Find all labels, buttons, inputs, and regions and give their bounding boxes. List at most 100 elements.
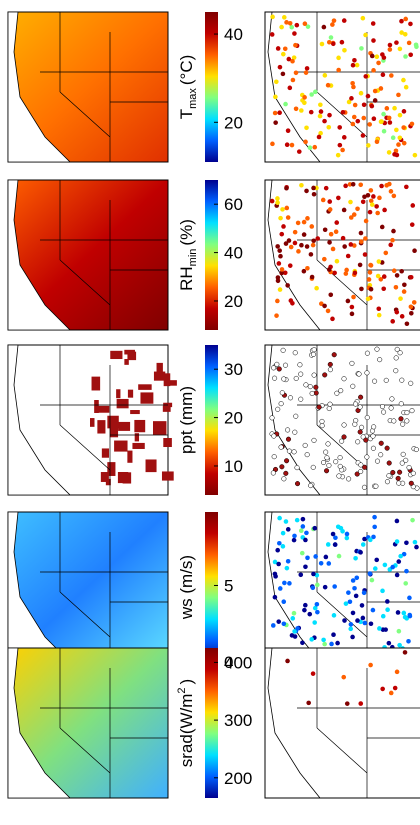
station xyxy=(299,242,304,248)
station xyxy=(398,401,404,407)
station xyxy=(370,433,376,439)
station xyxy=(328,35,334,40)
station xyxy=(298,396,304,402)
station xyxy=(346,590,351,595)
station xyxy=(372,524,377,530)
precip-blob xyxy=(118,421,131,431)
station xyxy=(274,361,280,367)
station xyxy=(398,553,403,559)
station xyxy=(349,360,355,366)
station xyxy=(295,626,300,631)
station xyxy=(394,539,400,544)
station xyxy=(308,483,314,489)
station xyxy=(316,134,322,140)
precip-blob xyxy=(164,380,177,386)
station xyxy=(321,24,327,30)
station xyxy=(369,577,375,583)
station xyxy=(360,15,366,21)
station xyxy=(303,70,309,75)
station xyxy=(352,102,358,108)
station xyxy=(386,460,392,466)
precip-blob xyxy=(109,426,119,438)
station xyxy=(304,188,309,194)
station xyxy=(276,561,281,567)
precip-blob xyxy=(105,478,111,486)
station xyxy=(301,232,307,237)
station xyxy=(370,445,376,451)
station xyxy=(309,274,315,280)
station xyxy=(399,460,405,466)
station xyxy=(278,444,284,450)
precip-blob xyxy=(101,448,110,458)
station xyxy=(384,479,390,485)
station xyxy=(410,470,416,476)
station xyxy=(401,289,407,294)
station xyxy=(279,24,284,30)
map-fill xyxy=(264,344,420,496)
station xyxy=(379,119,384,124)
station xyxy=(278,253,283,259)
station xyxy=(332,584,337,589)
station xyxy=(276,366,282,372)
station xyxy=(350,121,356,127)
station xyxy=(382,562,388,568)
station xyxy=(363,32,368,38)
station xyxy=(325,441,331,447)
station xyxy=(304,452,310,458)
station xyxy=(328,231,334,237)
station xyxy=(374,346,380,352)
station xyxy=(277,64,283,70)
station xyxy=(352,421,358,427)
station xyxy=(301,219,307,225)
station xyxy=(294,517,300,523)
station xyxy=(330,531,336,537)
colorbar-tick-label: 60 xyxy=(224,195,243,214)
station xyxy=(300,524,306,529)
station xyxy=(277,540,282,546)
station xyxy=(347,599,353,605)
station xyxy=(326,124,332,130)
station xyxy=(302,442,308,448)
station xyxy=(396,559,402,564)
station xyxy=(348,622,354,627)
station xyxy=(283,519,289,524)
precip-blob xyxy=(134,433,140,442)
station xyxy=(307,384,313,390)
station xyxy=(390,237,395,243)
station xyxy=(359,424,365,430)
station xyxy=(315,582,320,588)
station xyxy=(338,525,344,531)
station xyxy=(349,311,355,317)
station xyxy=(369,53,375,59)
station xyxy=(347,182,353,187)
station xyxy=(303,564,308,570)
station xyxy=(341,207,347,213)
station xyxy=(278,215,283,221)
station xyxy=(285,215,291,220)
station xyxy=(292,634,298,639)
station xyxy=(368,198,374,204)
station xyxy=(294,22,300,28)
station xyxy=(377,626,382,631)
station xyxy=(311,238,316,244)
station xyxy=(271,365,277,371)
station xyxy=(348,215,354,220)
station xyxy=(297,362,303,368)
station xyxy=(269,32,275,37)
station xyxy=(341,434,347,440)
station xyxy=(292,240,298,246)
station xyxy=(282,362,289,368)
gridded-map xyxy=(7,11,169,163)
gridded-map xyxy=(7,344,177,496)
station xyxy=(327,361,333,367)
station xyxy=(376,306,382,312)
station xyxy=(401,125,406,130)
station xyxy=(339,438,345,444)
station xyxy=(287,395,294,401)
station xyxy=(402,32,408,37)
station xyxy=(327,240,332,245)
colorbar xyxy=(205,345,218,495)
station xyxy=(292,31,297,36)
station xyxy=(295,220,301,226)
gridded-map xyxy=(7,511,169,663)
